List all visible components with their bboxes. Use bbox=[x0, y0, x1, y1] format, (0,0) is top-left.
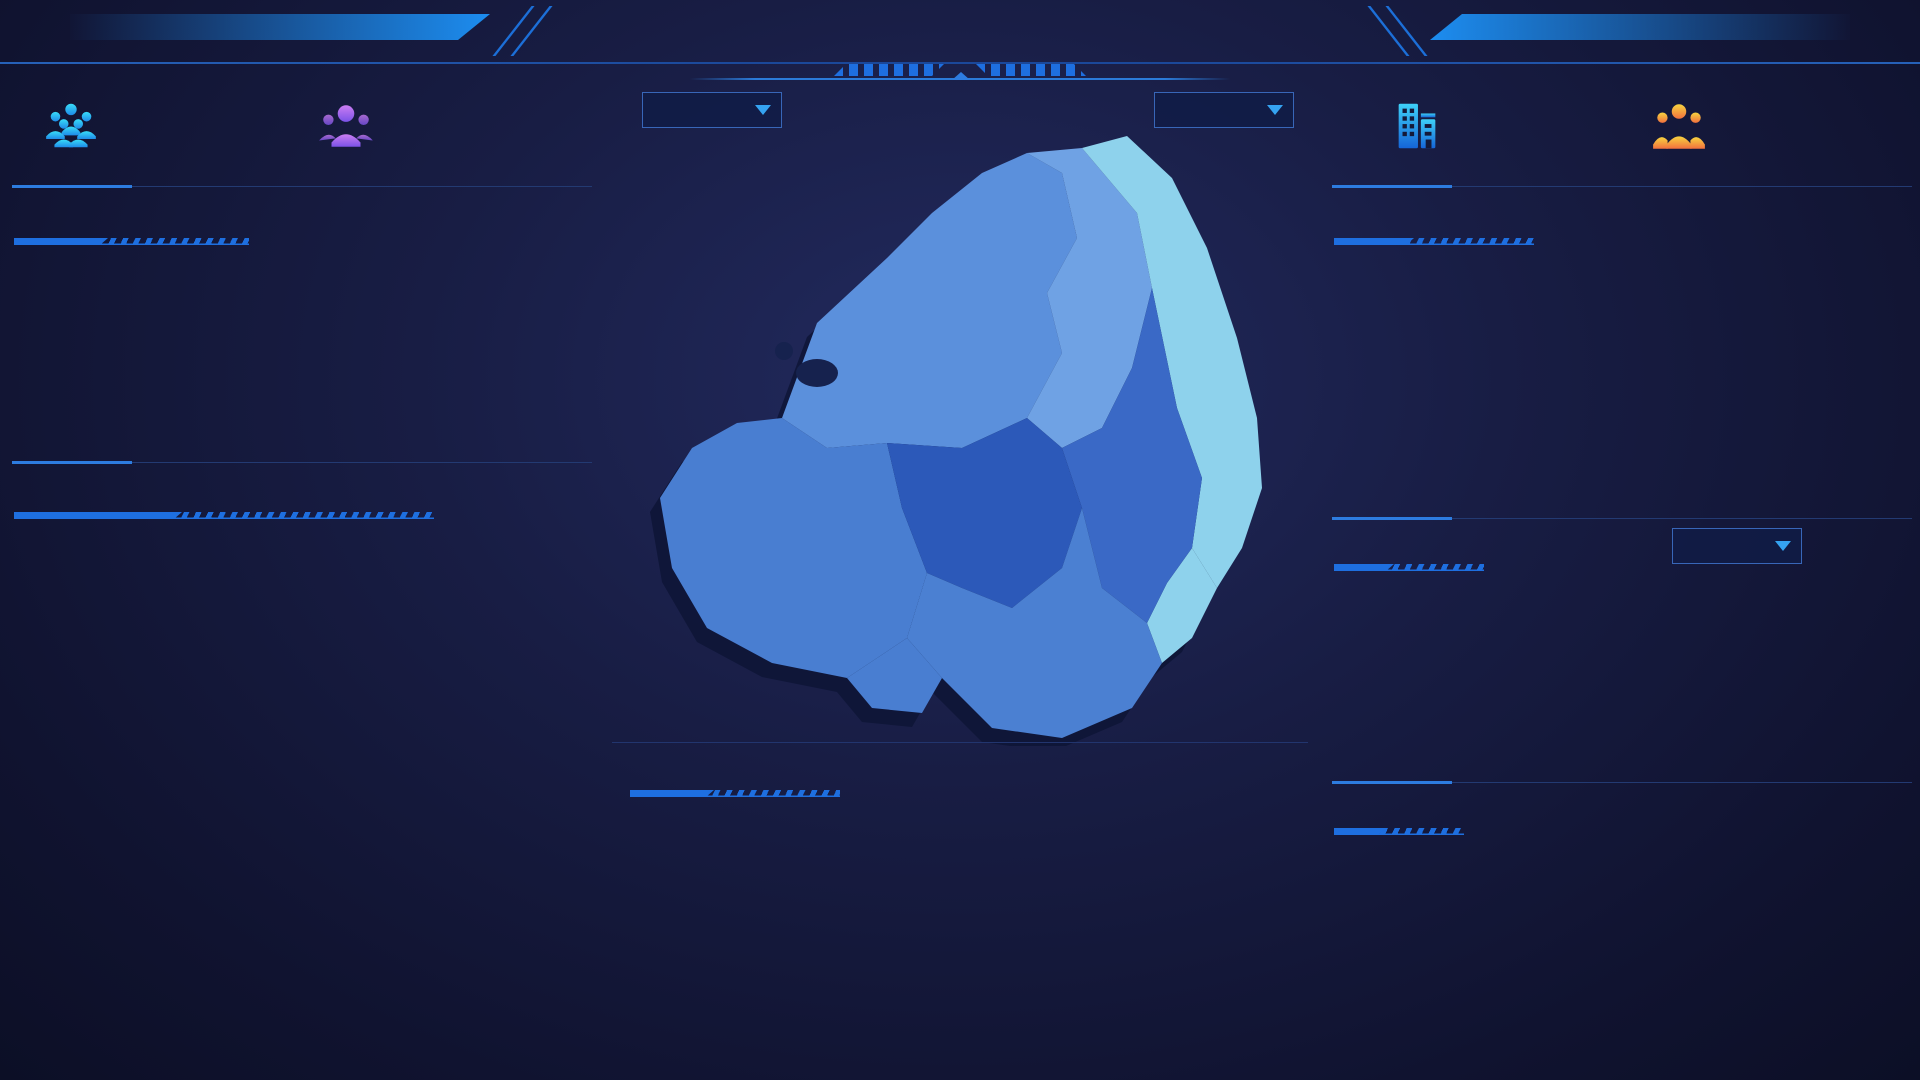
building-icon bbox=[1398, 103, 1436, 149]
stat-experts bbox=[1650, 76, 1912, 176]
section-divider bbox=[612, 742, 1308, 743]
product-select[interactable] bbox=[1672, 528, 1802, 564]
section-divider bbox=[12, 185, 592, 188]
map-region-north[interactable] bbox=[782, 153, 1077, 448]
title-underline bbox=[630, 790, 840, 797]
users-group-icon bbox=[46, 103, 96, 148]
chevron-down-icon bbox=[1775, 541, 1791, 551]
title-underline bbox=[1334, 238, 1534, 245]
header-diagonal-line bbox=[1385, 6, 1428, 56]
region-select[interactable] bbox=[642, 92, 782, 128]
distribution-select[interactable] bbox=[1154, 92, 1294, 128]
title-decoration bbox=[690, 62, 1230, 84]
section-divider bbox=[1332, 517, 1912, 520]
map-lake bbox=[775, 342, 793, 360]
title-underline bbox=[14, 512, 434, 519]
expert-services-chart bbox=[615, 792, 1305, 1074]
title-underline bbox=[1334, 564, 1484, 571]
city-map bbox=[650, 136, 1262, 746]
header-diagonal-line bbox=[510, 6, 553, 56]
map-region-west[interactable] bbox=[660, 418, 927, 678]
right-panel bbox=[1332, 66, 1912, 1076]
map-region-coast[interactable] bbox=[1082, 136, 1262, 588]
price-trend-chart bbox=[1624, 586, 1912, 764]
header-decoration-left bbox=[70, 14, 490, 40]
stat-supervised bbox=[1388, 76, 1650, 176]
map-region-coast-south[interactable] bbox=[1147, 548, 1217, 663]
online-users-icon bbox=[319, 105, 373, 147]
map-region-eastcentral[interactable] bbox=[1062, 288, 1202, 623]
section-divider bbox=[1332, 781, 1912, 784]
map-region-tail[interactable] bbox=[847, 638, 942, 713]
map-region-south[interactable] bbox=[907, 508, 1162, 738]
header-divider bbox=[0, 62, 1920, 64]
livestock-chart bbox=[1442, 872, 1912, 1072]
title-underline bbox=[1334, 828, 1464, 835]
section-divider bbox=[1332, 185, 1912, 188]
chevron-down-icon bbox=[755, 105, 771, 115]
stat-total-users bbox=[42, 76, 317, 176]
center-panel bbox=[600, 66, 1320, 1076]
map-lake bbox=[796, 359, 838, 387]
stat-online-users bbox=[317, 76, 592, 176]
experts-icon bbox=[1653, 104, 1705, 149]
map-region-central[interactable] bbox=[887, 418, 1082, 608]
chevron-down-icon bbox=[1267, 105, 1283, 115]
title-underline bbox=[14, 238, 249, 245]
map-region-northeast[interactable] bbox=[1027, 148, 1152, 448]
header-diagonal-line bbox=[1367, 6, 1410, 56]
header-decoration-right bbox=[1430, 14, 1850, 40]
distribution-rose-chart bbox=[1427, 231, 1802, 489]
left-panel bbox=[12, 66, 592, 1076]
section-divider bbox=[12, 461, 592, 464]
